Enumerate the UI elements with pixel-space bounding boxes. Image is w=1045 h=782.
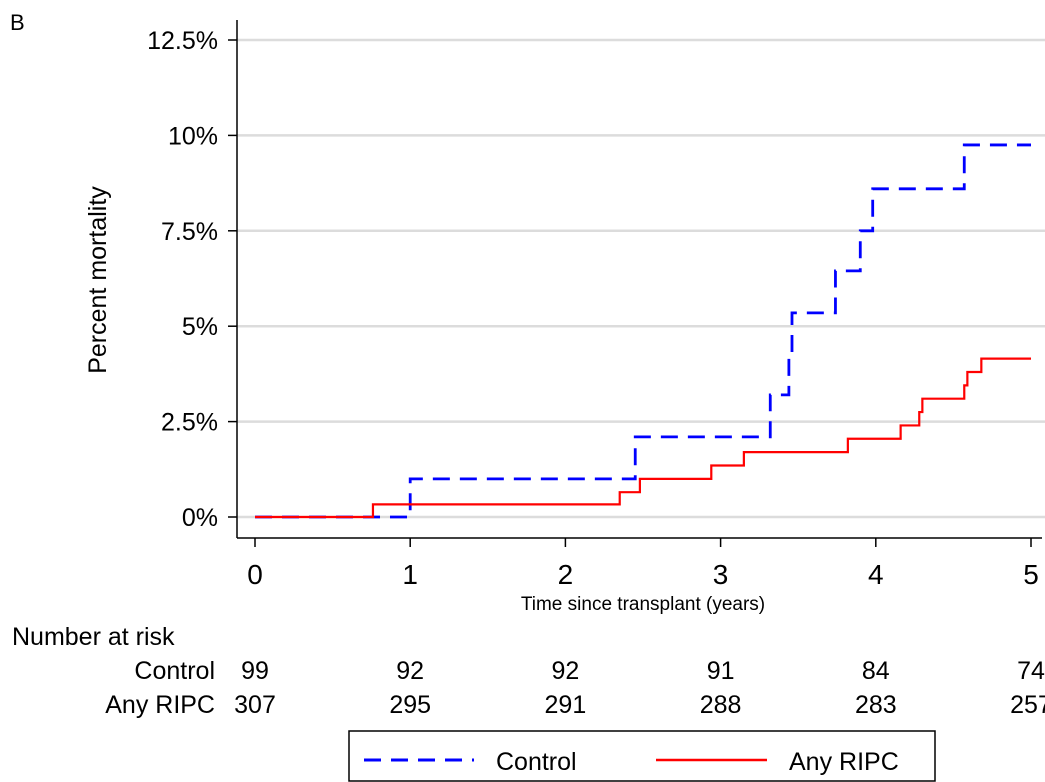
risk-row-label: Any RIPC bbox=[105, 691, 215, 719]
risk-value: 257 bbox=[1010, 691, 1045, 719]
risk-value: 283 bbox=[855, 691, 897, 719]
y-tick-label: 10% bbox=[168, 122, 218, 150]
legend: Control Any RIPC bbox=[348, 730, 936, 782]
risk-value: 84 bbox=[862, 657, 890, 685]
legend-ripc-label: Any RIPC bbox=[789, 748, 899, 776]
y-tick-label: 12.5% bbox=[147, 27, 218, 55]
risk-value: 74 bbox=[1017, 657, 1045, 685]
risk-value: 92 bbox=[396, 657, 424, 685]
risk-value: 92 bbox=[551, 657, 579, 685]
x-axis-label: Time since transplant (years) bbox=[521, 594, 765, 615]
risk-value: 91 bbox=[707, 657, 735, 685]
panel-label: B bbox=[10, 10, 25, 35]
risk-row-label: Control bbox=[134, 657, 215, 685]
y-tick-label: 7.5% bbox=[161, 218, 218, 246]
y-axis-label: Percent mortality bbox=[84, 186, 112, 374]
risk-value: 99 bbox=[241, 657, 269, 685]
y-tick-label: 2.5% bbox=[161, 409, 218, 437]
axes: 0% 2.5% 5% 7.5% 10% 12.5% 0 1 2 3 4 5 bbox=[147, 20, 1042, 590]
x-tick-label: 0 bbox=[247, 559, 263, 590]
x-tick-label: 3 bbox=[713, 559, 729, 590]
risk-table-title: Number at risk bbox=[12, 623, 175, 651]
series-line-any-ripc bbox=[255, 357, 1031, 519]
x-tick-label: 2 bbox=[558, 559, 574, 590]
risk-table: Control 99 92 92 91 84 74 Any RIPC 307 295 291 288 2… bbox=[105, 657, 1045, 719]
series-line-control bbox=[255, 143, 1031, 519]
risk-value: 295 bbox=[389, 691, 431, 719]
x-tick-label: 5 bbox=[1023, 559, 1039, 590]
y-tick-label: 0% bbox=[182, 504, 218, 532]
risk-value: 288 bbox=[700, 691, 742, 719]
risk-value: 291 bbox=[545, 691, 587, 719]
x-tick-label: 4 bbox=[868, 559, 884, 590]
legend-control-label: Control bbox=[496, 748, 577, 776]
grid-lines bbox=[237, 38, 1045, 519]
series-lines bbox=[255, 143, 1031, 519]
x-tick-label: 1 bbox=[402, 559, 418, 590]
legend-box bbox=[348, 730, 936, 782]
risk-value: 307 bbox=[234, 691, 276, 719]
y-tick-label: 5% bbox=[182, 313, 218, 341]
